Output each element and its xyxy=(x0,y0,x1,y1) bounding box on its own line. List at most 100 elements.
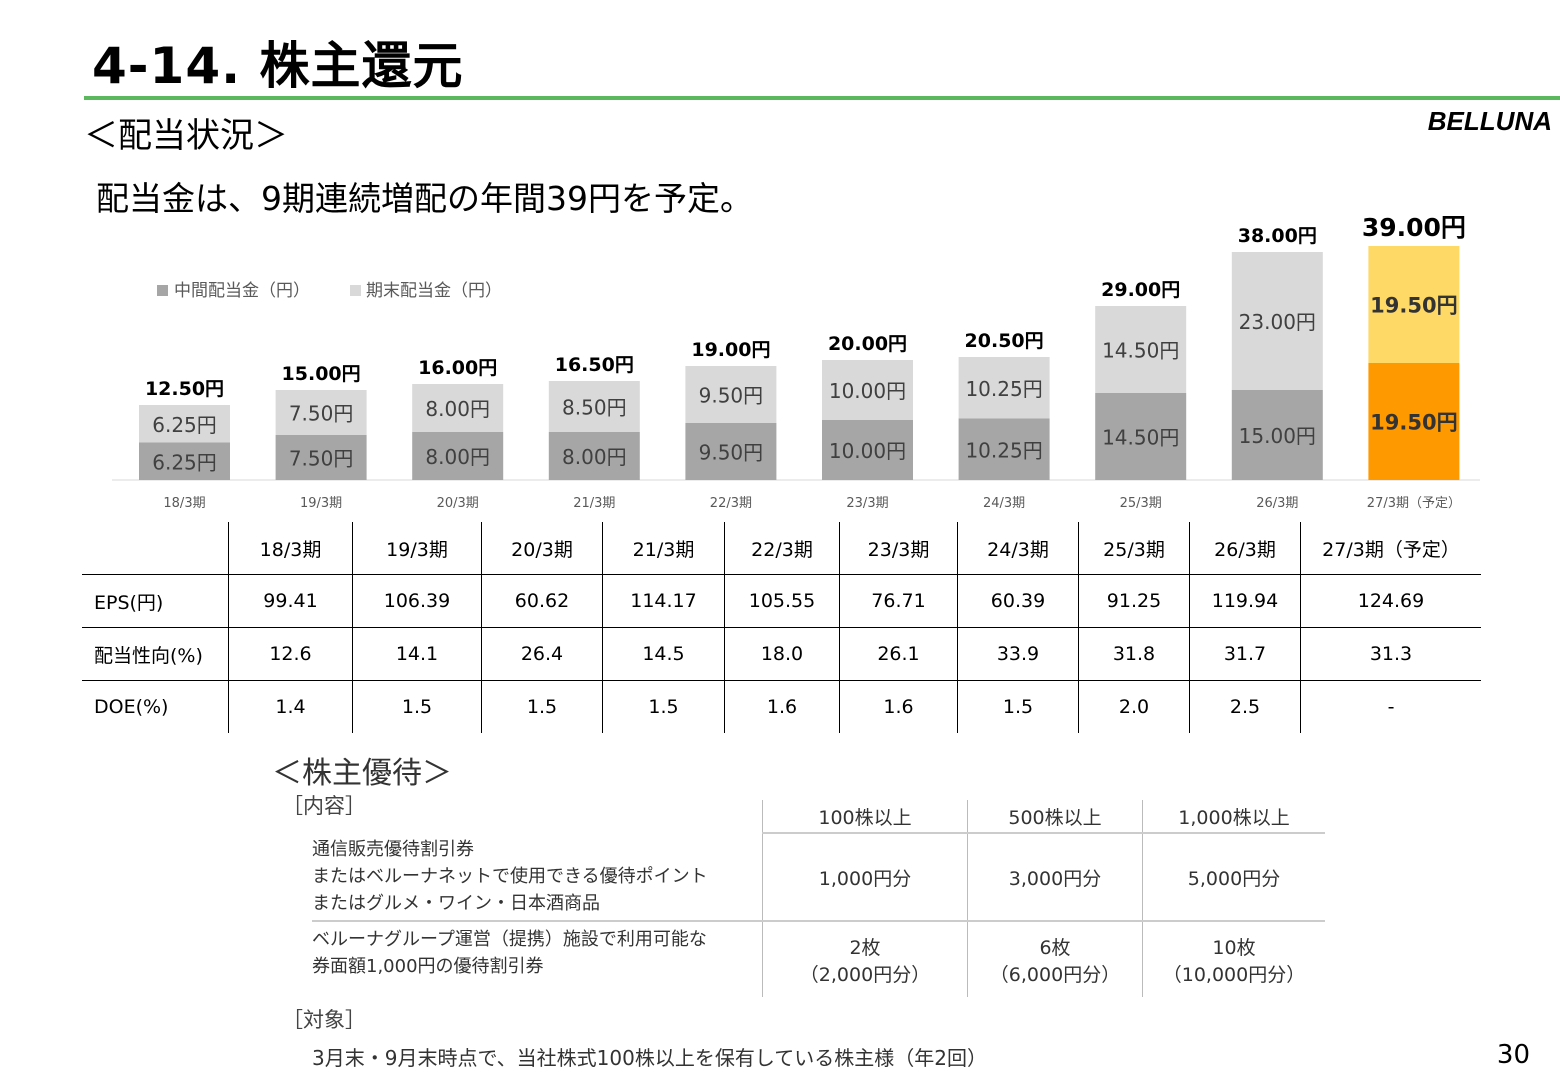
row-header: EPS(円) xyxy=(94,591,164,614)
table-cell: 99.41 xyxy=(228,574,353,628)
table-cell: 1.6 xyxy=(839,680,958,733)
table-cell: 60.39 xyxy=(957,574,1079,628)
data-label-final: 7.50円 xyxy=(289,402,354,426)
table-row: 配当性向(%) 12.6 14.1 26.4 14.5 18.0 26.1 33.9 31.8 3… xyxy=(82,627,1481,681)
dividend-chart: 中間配当金（円） 期末配当金（円） 6.25円 6.25円 12.50円 18/3期 7… xyxy=(112,213,1480,511)
bar-interim xyxy=(685,423,777,480)
benefit-item-description: 通信販売優待割引券 またはベルーナネットで使用できる優待ポイント またはグルメ・… xyxy=(312,833,763,922)
table-cell: 31.8 xyxy=(1078,627,1190,681)
section-heading: ＜配当状況＞ xyxy=(84,116,288,156)
table-cell: 1.4 xyxy=(228,680,353,733)
bar-final xyxy=(412,384,504,432)
x-tick-label: 18/3期 xyxy=(163,496,205,511)
benefit-value: 3,000円分 xyxy=(967,833,1143,922)
x-tick-label: 27/3期（予定） xyxy=(1367,496,1461,511)
table-cell: 2.5 xyxy=(1189,680,1301,733)
benefit-value: 5,000円分 xyxy=(1142,833,1325,922)
table-cell: 114.17 xyxy=(602,574,725,628)
legend-label-interim: 中間配当金（円） xyxy=(174,281,310,301)
table-cell: 1.6 xyxy=(724,680,840,733)
data-label-total: 39.00円 xyxy=(1362,213,1466,242)
x-tick-label: 25/3期 xyxy=(1120,496,1162,511)
data-label-total: 12.50円 xyxy=(145,378,224,400)
table-cell: 1.5 xyxy=(957,680,1079,733)
table-cell: 106.39 xyxy=(352,574,482,628)
row-header: 配当性向(%) xyxy=(94,644,203,667)
data-label-interim: 10.25円 xyxy=(965,438,1042,462)
data-label-total: 19.00円 xyxy=(691,339,770,361)
column-header: 20/3期 xyxy=(481,522,603,575)
data-label-interim: 7.50円 xyxy=(289,447,354,471)
headline: 配当金は、9期連続増配の年間39円を予定。 xyxy=(96,179,753,218)
table-cell: 105.55 xyxy=(724,574,840,628)
data-label-interim: 6.25円 xyxy=(152,450,217,474)
data-label-final: 8.50円 xyxy=(562,396,627,420)
data-label-total: 38.00円 xyxy=(1238,225,1317,247)
table-cell: 31.3 xyxy=(1300,627,1481,681)
data-label-final: 8.00円 xyxy=(425,397,490,421)
x-tick-label: 23/3期 xyxy=(846,496,888,511)
x-tick-label: 22/3期 xyxy=(710,496,752,511)
column-header: 26/3期 xyxy=(1189,522,1301,575)
performance-table: 18/3期 19/3期 20/3期 21/3期 22/3期 23/3期 24/3期 25/3期… xyxy=(82,522,1481,733)
bar-final xyxy=(275,390,367,435)
bar-interim xyxy=(139,442,230,480)
data-label-total: 16.00円 xyxy=(418,357,497,379)
bar-final xyxy=(1231,252,1323,390)
benefits-column-header: 1,000株以上 xyxy=(1142,800,1325,834)
data-label-final: 10.00円 xyxy=(829,379,906,403)
bar-final xyxy=(685,366,777,423)
data-label-total: 20.00円 xyxy=(828,333,907,355)
benefits-table-corner xyxy=(312,800,763,833)
bar-final xyxy=(822,360,913,420)
x-tick-label: 20/3期 xyxy=(437,496,479,511)
data-label-final: 19.50円 xyxy=(1370,294,1457,318)
table-cell: 119.94 xyxy=(1189,574,1301,628)
bar-interim xyxy=(275,435,367,480)
data-label-interim: 8.00円 xyxy=(562,445,627,469)
data-label-total: 15.00円 xyxy=(282,363,361,385)
table-row: EPS(円) 99.41 106.39 60.62 114.17 105.55 76.71 6… xyxy=(82,574,1481,628)
table-cell: - xyxy=(1300,680,1481,733)
target-text: 3月末・9月末時点で、当社株式100株以上を保有している株主様（年2回） xyxy=(312,1046,987,1070)
data-label-final: 23.00円 xyxy=(1239,310,1316,334)
table-cell: 124.69 xyxy=(1300,574,1481,628)
data-label-interim: 10.00円 xyxy=(829,439,906,463)
table-cell: 12.6 xyxy=(228,627,353,681)
bar-interim xyxy=(548,432,640,480)
bar-interim xyxy=(1095,393,1187,480)
table-cell: 26.4 xyxy=(481,627,603,681)
benefit-value: 2枚 （2,000円分） xyxy=(762,921,968,997)
page-title: 4-14. 株主還元 xyxy=(92,37,464,95)
data-label-interim: 9.50円 xyxy=(699,441,764,465)
x-tick-label: 26/3期 xyxy=(1256,496,1298,511)
table-cell: 91.25 xyxy=(1078,574,1190,628)
benefit-value: 10枚 （10,000円分） xyxy=(1142,921,1325,997)
data-label-final: 14.50円 xyxy=(1102,339,1179,363)
table-cell: 33.9 xyxy=(957,627,1079,681)
table-cell: 1.5 xyxy=(352,680,482,733)
column-header: 24/3期 xyxy=(957,522,1079,575)
benefit-item-description: ベルーナグループ運営（提携）施設で利用可能な 券面額1,000円の優待割引券 xyxy=(312,929,707,977)
row-header: DOE(%) xyxy=(94,696,169,718)
table-cell: 26.1 xyxy=(839,627,958,681)
x-tick-label: 19/3期 xyxy=(300,496,342,511)
column-header: 27/3期（予定） xyxy=(1300,522,1481,575)
benefits-column-header: 100株以上 xyxy=(762,800,968,834)
table-cell: 1.5 xyxy=(481,680,603,733)
table-corner xyxy=(82,522,229,575)
page-number: 30 xyxy=(1496,1040,1530,1070)
bar-final xyxy=(548,381,640,432)
table-cell: 60.62 xyxy=(481,574,603,628)
benefits-column-header: 500株以上 xyxy=(967,800,1143,834)
table-cell: 31.7 xyxy=(1189,627,1301,681)
data-label-total: 29.00円 xyxy=(1101,279,1180,301)
bar-interim xyxy=(1368,363,1460,480)
bar-final xyxy=(1095,306,1187,393)
bar-interim xyxy=(1231,390,1323,480)
data-label-total: 20.50円 xyxy=(965,330,1044,352)
column-header: 25/3期 xyxy=(1078,522,1190,575)
data-label-final: 9.50円 xyxy=(699,384,764,408)
data-label-interim: 14.50円 xyxy=(1102,426,1179,450)
table-cell: 14.5 xyxy=(602,627,725,681)
